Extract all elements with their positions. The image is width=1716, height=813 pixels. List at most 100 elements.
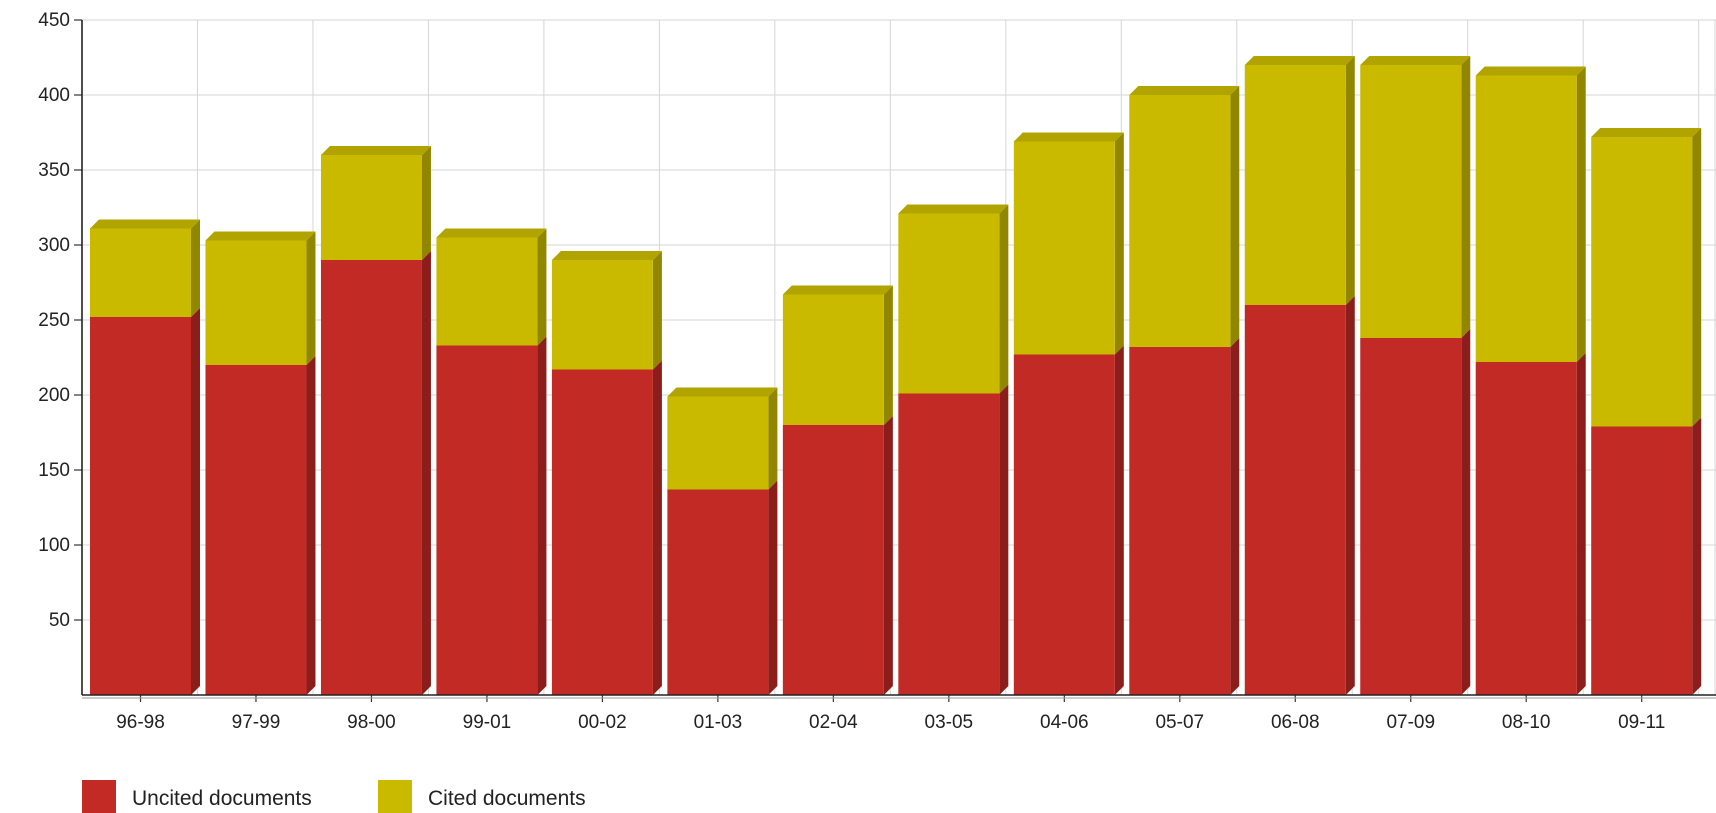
bar-top-cited [782, 285, 893, 295]
bar-side-cited [768, 387, 778, 490]
x-tick-label: 96-98 [116, 712, 165, 733]
bar-cited-98-00 [320, 155, 422, 260]
bar-side-cited [883, 285, 893, 425]
x-tick-label: 05-07 [1155, 712, 1204, 733]
bars [90, 56, 1702, 695]
bar-uncited-09-11 [1591, 426, 1693, 695]
bar-uncited-08-10 [1475, 362, 1577, 695]
bar-side-cited [537, 228, 547, 346]
bar-cited-03-05 [898, 213, 1000, 394]
bar-side-cited [1114, 132, 1124, 355]
legend: Uncited documents Cited documents [82, 780, 586, 813]
bar-side-uncited [999, 384, 1009, 695]
x-tick-label: 97-99 [232, 712, 281, 733]
bar-cited-04-06 [1013, 141, 1115, 355]
bar-top-cited [436, 228, 547, 238]
bar-side-uncited [537, 336, 547, 695]
bar-cited-05-07 [1129, 95, 1231, 347]
bar-top-cited [1013, 132, 1124, 142]
x-tick-label: 08-10 [1502, 712, 1551, 733]
bar-side-cited [652, 251, 662, 370]
bar-cited-96-98 [90, 228, 191, 317]
bar-cited-09-11 [1591, 137, 1693, 427]
x-tick-label: 99-01 [463, 712, 512, 733]
bar-side-cited [1345, 56, 1355, 305]
bar-top-cited [1129, 86, 1240, 95]
y-tick-label: 50 [49, 610, 70, 631]
bar-uncited-03-05 [898, 393, 1000, 695]
bar-side-cited [1692, 128, 1702, 427]
bar-side-uncited [883, 416, 893, 695]
bar-cited-06-08 [1244, 65, 1346, 305]
bar-top-cited [1475, 66, 1586, 76]
bar-side-uncited [191, 308, 200, 695]
bar-side-uncited [306, 356, 316, 695]
bar-side-uncited [1114, 345, 1124, 695]
bar-cited-02-04 [782, 294, 884, 425]
y-tick-label: 200 [38, 385, 70, 406]
y-tick-label: 350 [38, 160, 70, 181]
bar-uncited-01-03 [667, 489, 769, 695]
bar-cited-97-99 [205, 240, 307, 365]
bar-uncited-98-00 [320, 260, 422, 695]
bar-cited-08-10 [1475, 75, 1577, 362]
y-tick-label: 300 [38, 235, 70, 256]
bar-uncited-05-07 [1129, 347, 1231, 695]
y-tick-label: 150 [38, 460, 70, 481]
y-tick-label: 400 [38, 85, 70, 106]
bar-uncited-99-01 [436, 345, 538, 695]
bar-top-cited [1360, 56, 1471, 65]
bar-uncited-07-09 [1360, 338, 1462, 695]
bar-side-uncited [1345, 296, 1355, 695]
bar-side-uncited [1230, 338, 1240, 695]
bar-side-cited [1461, 56, 1471, 338]
legend-label-cited: Cited documents [428, 787, 586, 810]
x-tick-label: 09-11 [1618, 712, 1665, 733]
bar-side-uncited [421, 251, 431, 695]
y-axis-tick-labels: 50 100 150 200 250 300 350 400 450 [38, 10, 70, 631]
bar-side-uncited [1692, 417, 1702, 695]
legend-swatch-cited [378, 780, 412, 813]
bar-cited-07-09 [1360, 65, 1462, 338]
bar-top-cited [551, 251, 662, 260]
bar-side-cited [306, 231, 316, 365]
x-tick-label: 07-09 [1386, 712, 1435, 733]
bar-uncited-97-99 [205, 365, 307, 695]
legend-label-uncited: Uncited documents [132, 787, 312, 810]
legend-swatch-uncited [82, 780, 116, 813]
x-tick-label: 06-08 [1271, 712, 1320, 733]
bar-top-cited [1591, 128, 1702, 137]
bar-side-uncited [768, 480, 778, 695]
y-tick-label: 450 [38, 10, 70, 31]
bar-uncited-04-06 [1013, 354, 1115, 695]
bar-uncited-02-04 [782, 425, 884, 695]
bar-side-cited [191, 219, 200, 317]
bar-cited-01-03 [667, 396, 769, 490]
bar-top-cited [90, 219, 200, 229]
bar-top-cited [205, 231, 316, 241]
bar-top-cited [320, 146, 431, 155]
bar-top-cited [1244, 56, 1355, 65]
x-tick-label: 00-02 [578, 712, 627, 733]
x-tick-label: 04-06 [1040, 712, 1089, 733]
bar-top-cited [898, 204, 1009, 214]
bar-cited-00-02 [551, 260, 653, 370]
bar-side-cited [1576, 66, 1586, 362]
bar-side-uncited [1576, 353, 1586, 695]
bar-top-cited [667, 387, 778, 397]
x-tick-label: 03-05 [925, 712, 974, 733]
bar-side-uncited [652, 360, 662, 695]
y-tick-label: 250 [38, 310, 70, 331]
bar-uncited-00-02 [551, 369, 653, 695]
bar-side-cited [999, 204, 1009, 394]
x-tick-label: 98-00 [347, 712, 396, 733]
bar-cited-99-01 [436, 237, 538, 346]
bar-uncited-96-98 [90, 317, 191, 695]
bar-side-cited [421, 146, 431, 260]
bar-side-uncited [1461, 329, 1471, 695]
x-axis-tick-labels: 96-98 97-99 98-00 99-01 00-02 01-03 02-04 03-05… [116, 712, 1665, 733]
bar-side-cited [1230, 86, 1240, 347]
x-tick-label: 02-04 [809, 712, 858, 733]
y-tick-label: 100 [38, 535, 70, 556]
